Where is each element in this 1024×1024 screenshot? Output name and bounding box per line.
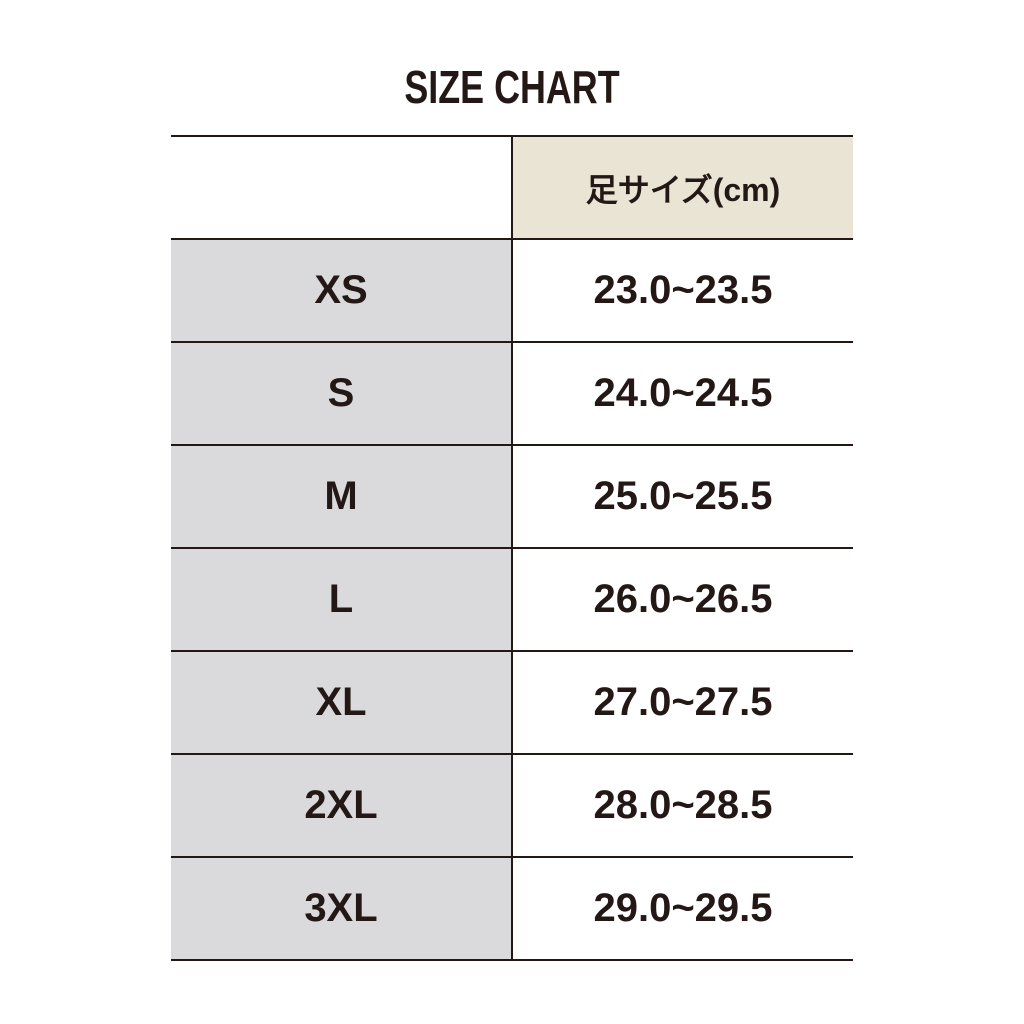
size-cell: 2XL — [171, 753, 513, 858]
table-header-row: 足サイズ(cm) — [171, 135, 853, 240]
page-title: SIZE CHART — [0, 60, 1024, 114]
table-row: M 25.0~25.5 — [171, 444, 853, 549]
header-size-cell — [171, 135, 513, 240]
range-cell: 28.0~28.5 — [512, 753, 853, 858]
range-cell: 26.0~26.5 — [512, 547, 853, 652]
range-cell: 24.0~24.5 — [512, 341, 853, 446]
size-cell: M — [171, 444, 513, 549]
header-foot-size-cell: 足サイズ(cm) — [512, 135, 853, 240]
table-row: XS 23.0~23.5 — [171, 238, 853, 343]
size-table: 足サイズ(cm) XS 23.0~23.5 S 24.0~24.5 M 25.0~25… — [171, 135, 853, 961]
size-cell: S — [171, 341, 513, 446]
table-row: S 24.0~24.5 — [171, 341, 853, 446]
range-cell: 25.0~25.5 — [512, 444, 853, 549]
table-row: 3XL 29.0~29.5 — [171, 856, 853, 961]
size-cell: L — [171, 547, 513, 652]
range-cell: 27.0~27.5 — [512, 650, 853, 755]
table-row: XL 27.0~27.5 — [171, 650, 853, 755]
title-text: SIZE CHART — [404, 61, 620, 113]
size-cell: XL — [171, 650, 513, 755]
range-cell: 29.0~29.5 — [512, 856, 853, 961]
range-cell: 23.0~23.5 — [512, 238, 853, 343]
table-row: L 26.0~26.5 — [171, 547, 853, 652]
size-cell: 3XL — [171, 856, 513, 961]
size-cell: XS — [171, 238, 513, 343]
table-row: 2XL 28.0~28.5 — [171, 753, 853, 858]
